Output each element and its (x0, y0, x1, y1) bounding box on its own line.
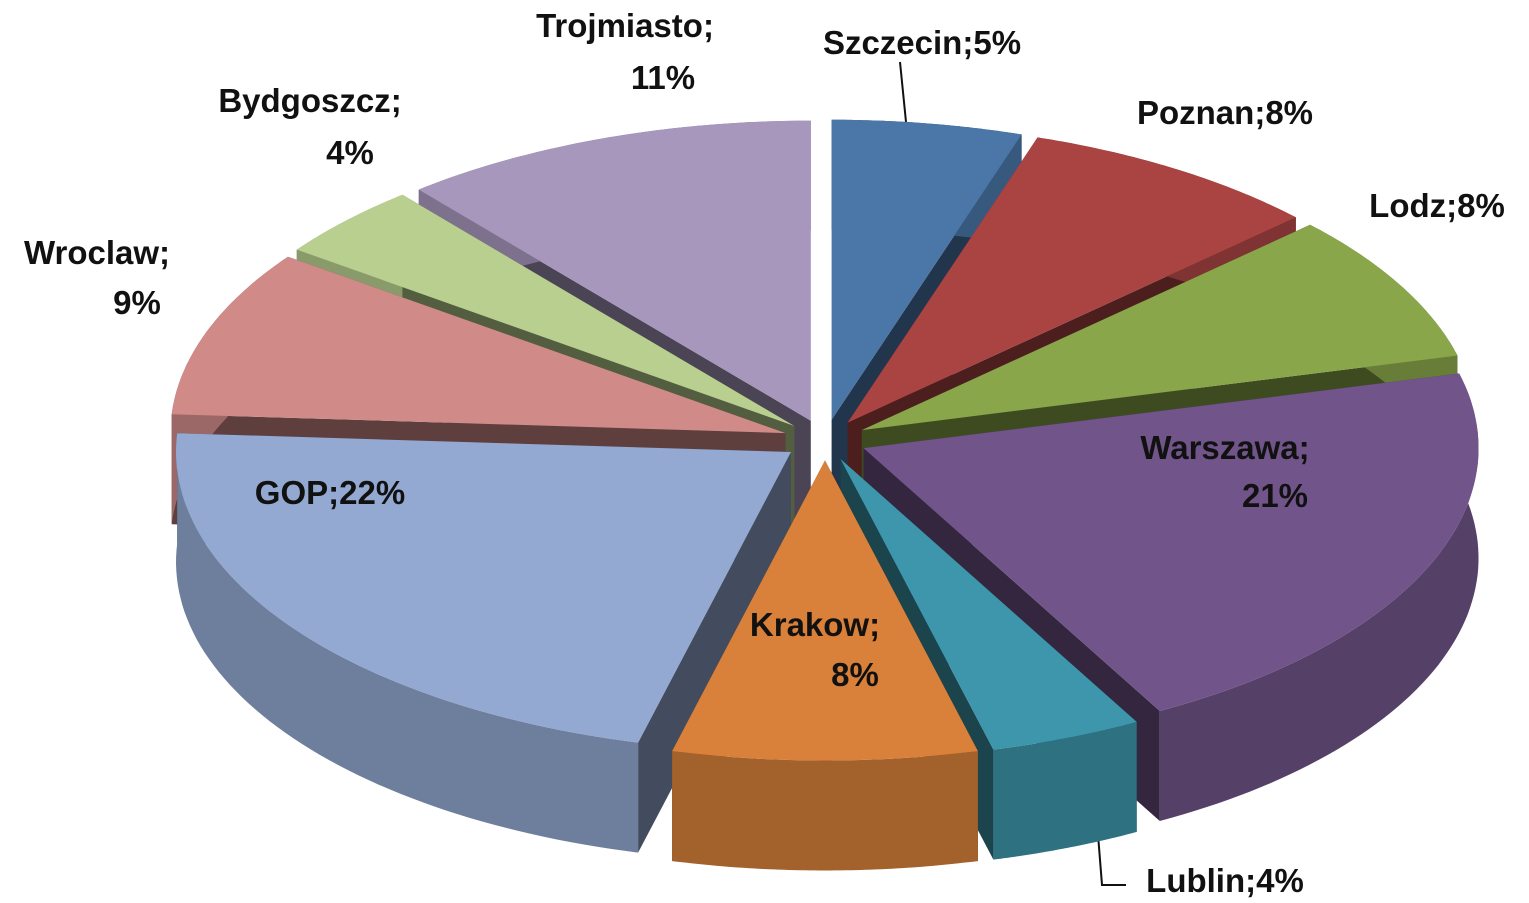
data-label: 21% (1242, 477, 1308, 514)
label-separator: ; (1299, 429, 1310, 466)
slice (847, 137, 1296, 423)
slice (418, 120, 811, 421)
slice (840, 459, 1137, 750)
slice-wall (176, 433, 639, 853)
data-label: 11% (631, 59, 695, 96)
data-label: 9% (113, 284, 161, 321)
slice (171, 256, 786, 434)
category-label: Szczecin (823, 24, 962, 61)
value-label: 4% (326, 134, 374, 171)
data-label: Krakow; (750, 606, 880, 643)
leader-line (1096, 821, 1126, 886)
value-label: 11% (631, 59, 695, 96)
category-label: Wroclaw (24, 234, 159, 271)
data-label: Szczecin;5% (823, 24, 1021, 61)
label-separator: ; (391, 82, 402, 119)
value-label: 8% (1265, 94, 1313, 131)
slice-wall (1159, 373, 1479, 821)
data-label: GOP;22% (255, 474, 405, 511)
label-separator: ; (159, 234, 170, 271)
label-separator: ; (328, 474, 339, 511)
category-label: Poznan (1137, 94, 1254, 131)
value-label: 21% (1242, 477, 1308, 514)
category-label: GOP (255, 474, 328, 511)
data-label: Lublin;4% (1146, 862, 1304, 899)
slice (863, 373, 1479, 711)
slice-wall (672, 751, 978, 871)
data-label: Poznan;8% (1137, 94, 1313, 131)
data-label: 8% (831, 656, 879, 693)
category-label: Warszawa (1140, 429, 1299, 466)
label-separator: ; (703, 7, 714, 44)
label-separator: ; (869, 606, 880, 643)
value-label: 22% (339, 474, 405, 511)
label-separator: ; (1245, 862, 1256, 899)
slice-wall (993, 721, 1137, 860)
value-label: 8% (1457, 187, 1505, 224)
slice (672, 460, 978, 871)
slice (296, 194, 795, 426)
label-separator: ; (962, 24, 973, 61)
value-label: 5% (973, 24, 1021, 61)
category-label: Lodz (1369, 187, 1446, 224)
value-label: 8% (831, 656, 879, 693)
data-label: Wroclaw; (24, 234, 170, 271)
slice (672, 460, 978, 761)
category-label: Bydgoszcz (218, 82, 390, 119)
data-label: Bydgoszcz; (218, 82, 401, 119)
category-label: Trojmiasto (536, 7, 703, 44)
category-label: Krakow (750, 606, 870, 643)
label-separator: ; (1446, 187, 1457, 224)
label-separator: ; (1254, 94, 1265, 131)
data-label: Warszawa; (1140, 429, 1309, 466)
value-label: 4% (1256, 862, 1304, 899)
data-label: Lodz;8% (1369, 187, 1505, 224)
value-label: 9% (113, 284, 161, 321)
slice (861, 224, 1458, 431)
data-label: Trojmiasto; (536, 7, 714, 44)
category-label: Lublin (1146, 862, 1245, 899)
slice (831, 119, 1022, 420)
leader-line (899, 61, 907, 123)
slice (176, 433, 791, 743)
data-label: 4% (326, 134, 374, 171)
